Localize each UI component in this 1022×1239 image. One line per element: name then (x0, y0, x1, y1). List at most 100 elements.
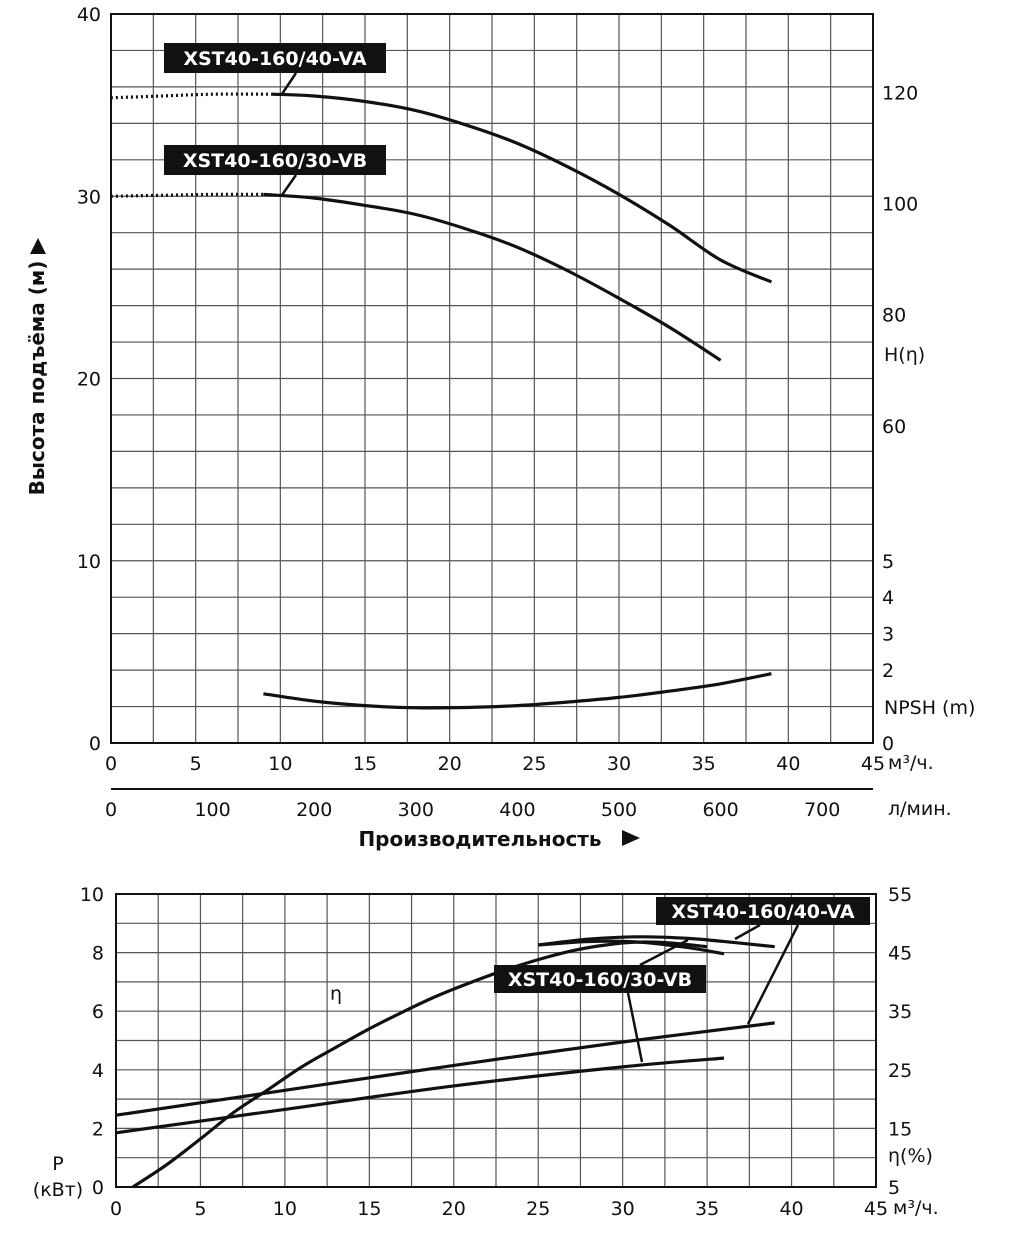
bottom-y2-tick-label: 5 (888, 1177, 900, 1199)
svg-text:XST40-160/40-VA: XST40-160/40-VA (671, 901, 855, 923)
right-h-tick-label: 60 (882, 416, 906, 438)
bottom-x-tick-label: 25 (526, 1198, 550, 1220)
top-y-axis-arrow-icon (30, 238, 46, 254)
tag-va-bottom-leader-2 (746, 924, 800, 1025)
bottom-x-tick-label: 35 (695, 1198, 719, 1220)
bottom-x-tick-label: 10 (273, 1198, 297, 1220)
top-lmin-tick-label: 400 (499, 799, 535, 821)
top-series-line-0 (271, 92, 773, 284)
svg-text:XST40-160/30-VB: XST40-160/30-VB (508, 969, 692, 991)
top-x-tick-label: 25 (522, 753, 546, 775)
bottom-y2-tick-label: 55 (888, 884, 912, 906)
bottom-right-label: η(%) (888, 1145, 933, 1167)
bottom-x-tick-label: 45 (864, 1198, 888, 1220)
top-x-unit-m3h: м³/ч. (888, 752, 934, 774)
bottom-y-tick-label: 6 (92, 1001, 104, 1023)
bottom-y-tick-label: 10 (80, 884, 104, 906)
right-npsh-tick-label: 5 (882, 551, 894, 573)
bottom-chart-ticks: 0 5 10 15 20 25 30 35 40 45 0 2 4 6 8 10 5 15 25 35 45 55 (80, 884, 912, 1220)
bottom-series-line-4 (115, 1056, 725, 1135)
top-chart-curves (110, 92, 773, 710)
top-y-tick-label: 40 (77, 4, 101, 26)
top-lmin-tick-label: 300 (398, 799, 434, 821)
bottom-series-line-1 (538, 935, 775, 949)
right-axis-h-label: H(η) (884, 344, 925, 366)
top-y-tick-label: 30 (77, 186, 101, 208)
svg-text:XST40-160/40-VA: XST40-160/40-VA (183, 48, 367, 70)
eta-curve-label: η (330, 983, 342, 1005)
tag-vb-bottom-leader-1 (639, 938, 689, 967)
top-x-tick-label: 10 (268, 753, 292, 775)
tag-va-bottom-leader-1 (734, 923, 761, 941)
tag-va-bottom: XST40-160/40-VA (656, 897, 870, 925)
top-lmin-tick-label: 100 (194, 799, 230, 821)
bottom-y2-tick-label: 45 (888, 943, 912, 965)
top-chart-ticks: 0 5 10 15 20 25 30 35 40 450 100 200 300 400 500 600 700… (77, 4, 918, 821)
right-axis-npsh-label: NPSH (m) (884, 697, 975, 719)
top-x-tick-label: 0 (105, 753, 117, 775)
bottom-y-tick-label: 2 (92, 1118, 104, 1140)
top-y-axis-label: Высота подъёма (м) (25, 261, 49, 496)
bottom-x-tick-label: 0 (110, 1198, 122, 1220)
top-x-tick-label: 15 (353, 753, 377, 775)
bottom-x-tick-label: 15 (357, 1198, 381, 1220)
bottom-y2-tick-label: 25 (888, 1060, 912, 1082)
bottom-x-tick-label: 5 (194, 1198, 206, 1220)
right-npsh-tick-label: 3 (882, 624, 894, 646)
top-x-axis-arrow-icon (622, 830, 640, 846)
top-x-tick-label: 30 (607, 753, 631, 775)
svg-text:XST40-160/30-VB: XST40-160/30-VB (183, 150, 367, 172)
top-chart-grid (110, 13, 874, 744)
bottom-y-label-p: P (52, 1153, 63, 1175)
tag-vb-top-leader (280, 174, 298, 196)
tag-va-top-leader (280, 72, 298, 95)
top-series-line-1 (263, 192, 722, 362)
bottom-y2-tick-label: 15 (888, 1118, 912, 1140)
bottom-series-line-0 (132, 940, 708, 1189)
top-plot-frame (110, 13, 874, 744)
bottom-y2-tick-label: 35 (888, 1001, 912, 1023)
bottom-plot-frame (115, 893, 877, 1188)
right-h-tick-label: 80 (882, 305, 906, 327)
top-y-tick-label: 10 (77, 551, 101, 573)
top-x-tick-label: 45 (861, 753, 885, 775)
top-lmin-tick-label: 600 (702, 799, 738, 821)
tag-va-top: XST40-160/40-VA (164, 43, 386, 73)
top-series-dotted-0 (110, 92, 272, 100)
top-x-tick-label: 5 (190, 753, 202, 775)
top-x-tick-label: 20 (438, 753, 462, 775)
right-npsh-tick-label: 4 (882, 587, 894, 609)
bottom-y-label-kw: (кВт) (33, 1179, 83, 1201)
top-x-tick-label: 40 (776, 753, 800, 775)
tag-vb-bottom: XST40-160/30-VB (494, 965, 706, 993)
bottom-x-tick-label: 40 (779, 1198, 803, 1220)
top-y-tick-label: 0 (89, 733, 101, 755)
bottom-y-tick-label: 4 (92, 1060, 104, 1082)
right-h-tick-label: 100 (882, 194, 918, 216)
top-lmin-tick-label: 200 (296, 799, 332, 821)
right-h-tick-label: 120 (882, 82, 918, 104)
top-x-axis-title: Производительность (358, 827, 601, 851)
bottom-x-tick-label: 30 (611, 1198, 635, 1220)
bottom-chart-grid (115, 893, 877, 1188)
top-series-line-2 (263, 672, 772, 710)
top-lmin-tick-label: 0 (105, 799, 117, 821)
bottom-y-tick-label: 0 (92, 1177, 104, 1199)
bottom-y-tick-label: 8 (92, 943, 104, 965)
bottom-x-unit: м³/ч. (893, 1197, 939, 1219)
right-npsh-tick-label: 0 (882, 733, 894, 755)
tag-vb-top: XST40-160/30-VB (164, 145, 386, 175)
tag-vb-bottom-leader-2 (626, 992, 644, 1063)
top-series-dotted-1 (110, 192, 264, 198)
right-npsh-tick-label: 2 (882, 660, 894, 682)
bottom-x-tick-label: 20 (442, 1198, 466, 1220)
bottom-chart-curves (115, 935, 775, 1189)
top-x-tick-label: 35 (692, 753, 716, 775)
top-x-unit-lmin: л/мин. (888, 798, 952, 820)
top-y-tick-label: 20 (77, 369, 101, 391)
top-lmin-tick-label: 500 (601, 799, 637, 821)
bottom-series-line-2 (538, 939, 725, 956)
top-lmin-tick-label: 700 (804, 799, 840, 821)
bottom-series-line-3 (115, 1021, 775, 1117)
